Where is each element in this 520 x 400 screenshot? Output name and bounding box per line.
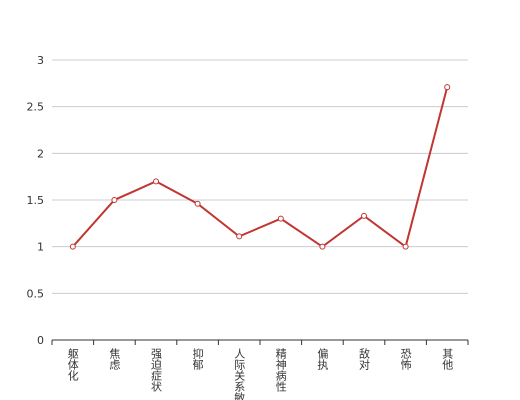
x-tick-label: 焦虑 bbox=[108, 348, 121, 370]
y-tick-label: 0 bbox=[37, 334, 44, 347]
point bbox=[361, 212, 367, 219]
x-tick-label: 恐怖 bbox=[399, 348, 412, 370]
x-tick-label: 抑郁 bbox=[191, 347, 204, 370]
point bbox=[319, 243, 326, 250]
y-tick-label: 1 bbox=[37, 241, 44, 254]
point bbox=[69, 243, 76, 250]
y-tick-label: 1.5 bbox=[27, 194, 45, 207]
y-tick-label: 2.5 bbox=[27, 101, 45, 114]
x-tick-label: 强迫症状 bbox=[150, 348, 163, 392]
x-tick-label: 躯体化 bbox=[66, 348, 79, 382]
point bbox=[111, 197, 118, 203]
x-tick-label: 偏执 bbox=[316, 347, 329, 371]
y-tick-label: 2 bbox=[37, 147, 44, 160]
x-tick-label: 精神病性 bbox=[274, 348, 287, 393]
series-line bbox=[72, 86, 449, 249]
point bbox=[236, 233, 243, 240]
point bbox=[444, 84, 451, 91]
x-tick-label: 敌对 bbox=[358, 347, 371, 370]
x-tick-label: 人际关系敏感 bbox=[233, 348, 246, 400]
point bbox=[277, 215, 284, 222]
point bbox=[194, 200, 201, 207]
y-tick-label: 0.5 bbox=[27, 287, 45, 300]
point bbox=[402, 243, 409, 250]
x-tick-label: 其他 bbox=[441, 348, 454, 370]
y-tick-label: 3 bbox=[37, 54, 44, 67]
point bbox=[153, 178, 159, 185]
